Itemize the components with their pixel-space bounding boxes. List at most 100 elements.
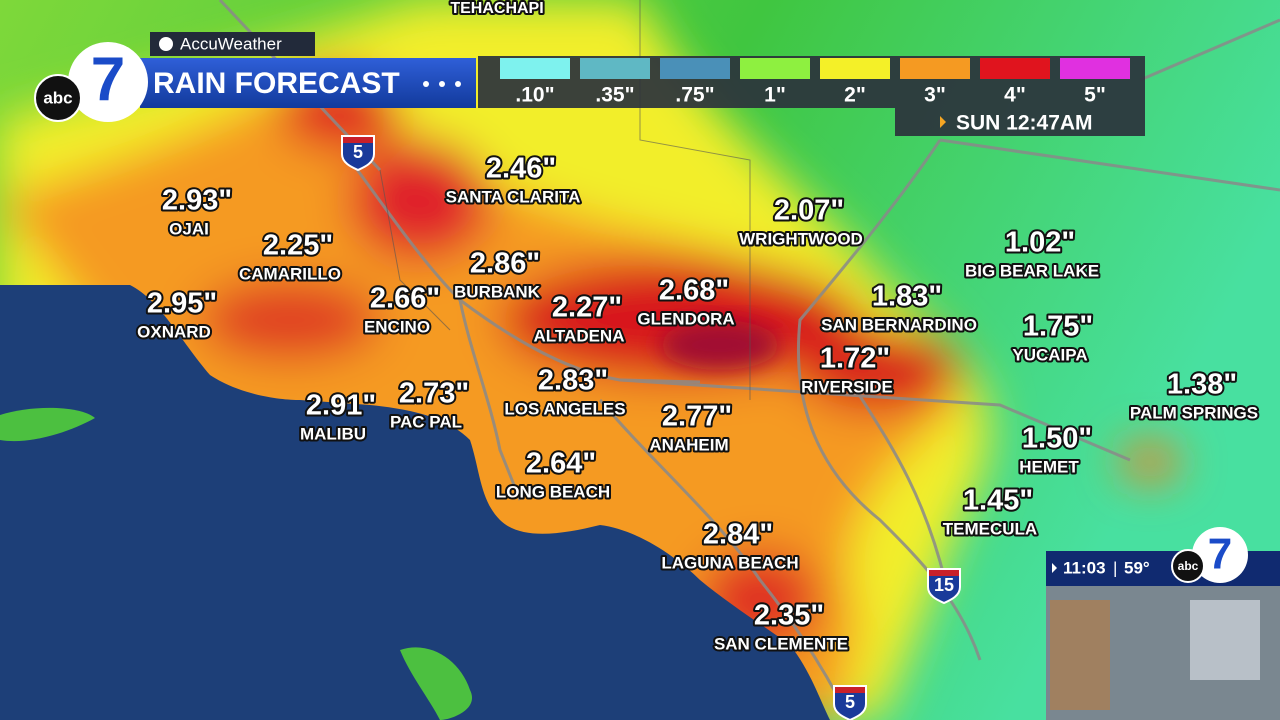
rain-amount: 2.64" <box>526 448 596 480</box>
network: abc <box>43 88 72 107</box>
map-label: TEHACHAPI <box>450 0 543 17</box>
legend-label: .75" <box>675 84 714 107</box>
legend-swatch <box>740 58 810 79</box>
rain-amount: 2.91" <box>306 390 376 422</box>
rain-amount: 2.35" <box>754 600 824 632</box>
rain-amount: 2.07" <box>774 195 844 227</box>
dot <box>439 81 445 87</box>
legend-label: 1" <box>764 84 786 107</box>
shield-top <box>343 137 373 143</box>
legend-label: 5" <box>1084 84 1106 107</box>
brand-icon <box>159 37 173 51</box>
building <box>1190 600 1260 680</box>
city-name: LAGUNA BEACH <box>661 553 798 572</box>
city-name: SAN BERNARDINO <box>821 315 977 334</box>
shield-number: 5 <box>845 692 855 712</box>
rain-amount: 2.93" <box>162 185 232 217</box>
title: RAIN FORECAST <box>153 67 400 100</box>
inset-station: 7 <box>1208 530 1232 579</box>
city-name: PAC PAL <box>390 412 462 431</box>
legend-label: 3" <box>924 84 946 107</box>
legend-swatch <box>900 58 970 79</box>
legend-swatch <box>980 58 1050 79</box>
city-name: ENCINO <box>364 317 430 336</box>
rain-amount: 2.25" <box>263 230 333 262</box>
city-name: BIG BEAR LAKE <box>965 261 1099 280</box>
rain-amount: 2.68" <box>659 275 729 307</box>
rain-amount: 1.50" <box>1022 423 1092 455</box>
legend-label: .35" <box>595 84 634 107</box>
station-logo <box>68 42 148 122</box>
city-name: OXNARD <box>137 322 211 341</box>
city-name: LONG BEACH <box>496 482 610 501</box>
shield-top <box>835 687 865 693</box>
city-name: ALTADENA <box>534 326 625 345</box>
time-arrow <box>940 116 946 128</box>
city-name: TEMECULA <box>943 519 1037 538</box>
city-name: PALM SPRINGS <box>1130 403 1258 422</box>
brand: AccuWeather <box>180 34 282 53</box>
city-name: WRIGHTWOOD <box>739 229 863 248</box>
rain-amount: 2.95" <box>147 288 217 320</box>
legend-swatch <box>580 58 650 79</box>
rain-amount: 2.46" <box>486 153 556 185</box>
city-name: CAMARILLO <box>239 264 341 283</box>
city-name: ANAHEIM <box>649 435 728 454</box>
inset-temp: 59° <box>1124 558 1150 577</box>
brand-tag <box>150 32 315 56</box>
time-bar <box>895 108 1145 136</box>
rain-amount: 1.75" <box>1023 311 1093 343</box>
city-name: BURBANK <box>454 282 541 301</box>
shield-top <box>929 570 959 576</box>
rain-amount: 2.84" <box>703 519 773 551</box>
building <box>1050 600 1110 710</box>
legend-swatch <box>820 58 890 79</box>
city-name: HEMET <box>1019 457 1079 476</box>
title-bar <box>140 58 476 108</box>
station-number: 7 <box>91 45 125 114</box>
legend-label: 4" <box>1004 84 1026 107</box>
rain-amount: 1.83" <box>872 281 942 313</box>
legend-swatch <box>660 58 730 79</box>
city-name: YUCAIPA <box>1012 345 1087 364</box>
inset-logo <box>1192 527 1248 583</box>
rain-amount: 2.77" <box>662 401 732 433</box>
city-name: MALIBU <box>300 424 366 443</box>
rain-amount: 1.38" <box>1167 369 1237 401</box>
interstate-shield <box>927 568 961 605</box>
rain-amount: 1.02" <box>1005 227 1075 259</box>
timestamp: SUN 12:47AM <box>956 112 1093 135</box>
city-name: RIVERSIDE <box>801 377 893 396</box>
city-name: SANTA CLARITA <box>446 187 581 206</box>
rain-amount: 2.83" <box>538 365 608 397</box>
inset-network: abc <box>1178 559 1199 573</box>
ocean <box>0 285 830 720</box>
inset-separator: | <box>1113 558 1117 577</box>
legend-label: .10" <box>515 84 554 107</box>
inset-network-logo <box>1171 549 1205 583</box>
legend-swatch <box>500 58 570 79</box>
city-name: OJAI <box>169 219 209 238</box>
island <box>400 647 473 720</box>
dot <box>455 81 461 87</box>
shield-number: 15 <box>934 575 954 595</box>
rain-amount: 2.73" <box>399 378 469 410</box>
city-name: GLENDORA <box>637 309 734 328</box>
rain-amount: 2.86" <box>470 248 540 280</box>
inset-arrow <box>1052 563 1057 573</box>
city-name: SAN CLEMENTE <box>714 634 848 653</box>
network-logo <box>34 74 82 122</box>
shield-number: 5 <box>353 142 363 162</box>
island <box>0 407 95 442</box>
rain-amount: 1.45" <box>963 485 1033 517</box>
inset-time: 11:03 <box>1063 558 1106 577</box>
interstate-shield <box>341 135 375 172</box>
legend-label: 2" <box>844 84 866 107</box>
rain-amount: 2.66" <box>370 283 440 315</box>
rain-amount: 1.72" <box>820 343 890 375</box>
city-name: LOS ANGELES <box>504 399 625 418</box>
rain-amount: 2.27" <box>552 292 622 324</box>
dot <box>423 81 429 87</box>
